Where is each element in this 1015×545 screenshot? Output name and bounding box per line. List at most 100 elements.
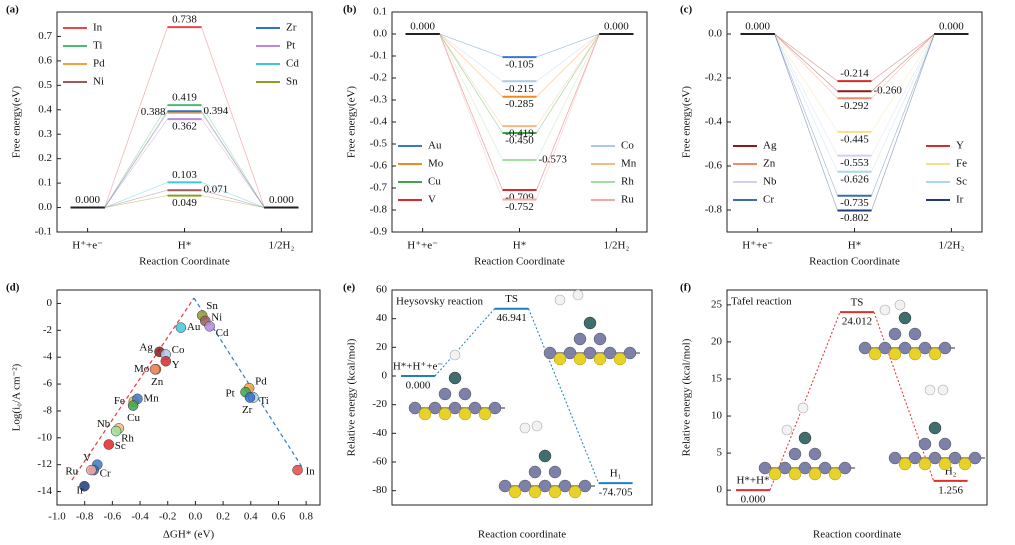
molecule-atom bbox=[418, 407, 432, 421]
molecule-atom bbox=[868, 347, 882, 361]
y-tick-label: -0.6 bbox=[370, 160, 388, 172]
x-axis-label: Reaction coordinate bbox=[813, 529, 901, 541]
molecule-atom bbox=[613, 352, 627, 366]
point-label: Zn bbox=[151, 376, 164, 388]
legend-label: Mn bbox=[621, 158, 637, 170]
connector bbox=[201, 195, 265, 208]
x-tick-label: H* bbox=[513, 240, 526, 252]
panel-label: (c) bbox=[680, 4, 693, 16]
hydrogen-atom bbox=[797, 402, 809, 414]
molecule-atom bbox=[968, 451, 982, 465]
x-axis-label: Reaction Coordinate bbox=[809, 256, 900, 268]
connector bbox=[104, 27, 168, 208]
molecule-atom bbox=[518, 479, 532, 493]
point bbox=[103, 439, 115, 450]
y-tick-label: 20 bbox=[711, 335, 723, 347]
state-label: TS bbox=[505, 293, 518, 305]
y-tick-label: 0.6 bbox=[38, 54, 52, 66]
molecule-atom bbox=[888, 451, 902, 465]
fit-line bbox=[193, 297, 303, 468]
x-tick-label: 1/2H₂ bbox=[268, 240, 294, 252]
value-label: 0.049 bbox=[172, 197, 197, 209]
connector bbox=[439, 33, 503, 97]
legend-label: Ni bbox=[93, 76, 104, 88]
molecule-atom bbox=[938, 437, 952, 451]
molecule-atom bbox=[553, 352, 567, 366]
molecule-atom bbox=[808, 447, 822, 461]
y-tick-label: -0.7 bbox=[370, 182, 388, 194]
connector bbox=[871, 33, 935, 133]
y-axis-label: Relative energy (kcal/mol) bbox=[346, 338, 358, 456]
connector bbox=[104, 104, 168, 208]
value-label: 0.000 bbox=[745, 21, 770, 33]
legend-label: Ir bbox=[956, 194, 964, 206]
molecule-atom bbox=[558, 479, 572, 493]
connector bbox=[536, 33, 600, 200]
x-tick-label: -0.2 bbox=[159, 511, 176, 523]
x-tick-label: 0.2 bbox=[216, 511, 230, 523]
value-label: 24.012 bbox=[842, 316, 872, 328]
molecule-atom bbox=[758, 461, 772, 475]
molecule-atom bbox=[928, 421, 942, 435]
value-label: 0.419 bbox=[172, 92, 197, 104]
molecule-atom bbox=[573, 352, 587, 366]
y-tick-label: -0.4 bbox=[705, 116, 723, 128]
y-tick-label: -6 bbox=[43, 378, 53, 390]
panel-label: (d) bbox=[6, 282, 20, 294]
y-tick-label: 0.0 bbox=[38, 201, 52, 213]
molecule-atom bbox=[888, 327, 902, 341]
connector bbox=[201, 27, 265, 208]
connector bbox=[536, 33, 600, 58]
molecule-atom bbox=[573, 332, 587, 346]
point-label: Sc bbox=[115, 440, 126, 452]
value-label: 0.000 bbox=[604, 21, 629, 33]
point-label: Cu bbox=[127, 412, 140, 424]
point-label: Sn bbox=[206, 300, 218, 312]
value-label: -0.285 bbox=[505, 98, 534, 110]
x-tick-label: -0.4 bbox=[131, 511, 149, 523]
x-axis-label: Reaction coordinate bbox=[478, 529, 566, 541]
molecule-atom bbox=[428, 401, 442, 415]
value-label: -0.709 bbox=[505, 192, 534, 204]
y-tick-label: -0.9 bbox=[370, 226, 388, 238]
y-tick-label: -0.2 bbox=[705, 72, 722, 84]
molecule-atom bbox=[623, 346, 637, 360]
connector bbox=[774, 33, 838, 211]
molecule-atom bbox=[563, 346, 577, 360]
connector bbox=[439, 33, 503, 82]
value-label: 0.388 bbox=[141, 106, 166, 118]
molecule-atom bbox=[918, 457, 932, 471]
legend-label: V bbox=[428, 194, 436, 206]
connector bbox=[439, 33, 503, 200]
value-label: -0.573 bbox=[539, 154, 568, 166]
y-axis-label: Free energy(eV) bbox=[11, 86, 23, 159]
point bbox=[79, 480, 90, 492]
hydrogen-atom bbox=[554, 294, 566, 306]
molecule-atom bbox=[543, 346, 557, 360]
connector bbox=[536, 33, 600, 82]
molecule-atom bbox=[458, 387, 472, 401]
y-tick-label: -8 bbox=[43, 404, 53, 416]
y-tick-label: -0.5 bbox=[370, 138, 388, 150]
x-tick-label: H⁺+e⁻ bbox=[742, 240, 773, 252]
y-tick-label: 20 bbox=[376, 341, 388, 353]
point bbox=[160, 355, 172, 367]
connector bbox=[774, 33, 838, 156]
x-tick-label: -0.6 bbox=[104, 511, 122, 523]
value-label: 0.103 bbox=[172, 169, 197, 181]
legend-label: Cu bbox=[428, 176, 441, 188]
y-tick-label: 0.3 bbox=[38, 128, 52, 140]
x-tick-label: 0.8 bbox=[299, 511, 313, 523]
molecule-atom bbox=[583, 346, 597, 360]
molecule-atom bbox=[788, 447, 802, 461]
value-label: -0.214 bbox=[840, 68, 869, 80]
molecule-atom bbox=[528, 465, 542, 479]
state-label: H*+H* bbox=[736, 475, 769, 487]
molecule-atom bbox=[593, 332, 607, 346]
connector bbox=[871, 33, 935, 172]
value-label: 0.394 bbox=[204, 105, 229, 117]
y-tick-label: 10 bbox=[711, 410, 723, 422]
fit-line bbox=[71, 297, 195, 481]
connector bbox=[536, 33, 600, 127]
connector bbox=[104, 112, 168, 208]
